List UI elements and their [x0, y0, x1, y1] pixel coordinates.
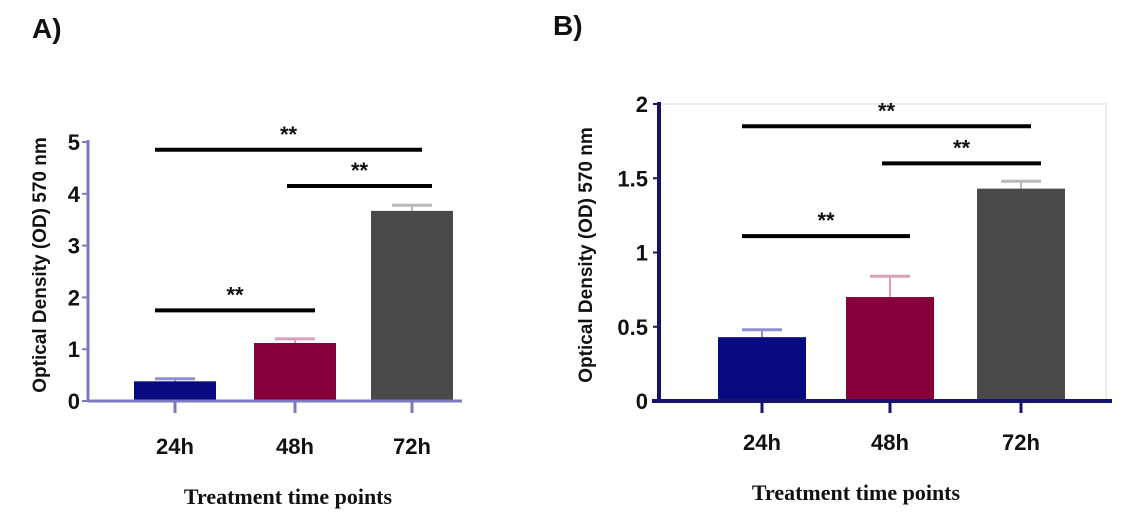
x-axis-label-a: Treatment time points	[184, 484, 393, 509]
x-tick-label-b: 72h	[1002, 430, 1040, 455]
y-tick-label-a: 1	[68, 337, 80, 362]
significance-label: **	[953, 135, 971, 160]
bar-72h	[371, 210, 453, 401]
panel-label-b: B)	[553, 10, 583, 41]
significance-label: **	[226, 282, 244, 307]
y-tick-label-b: 1.5	[617, 166, 648, 191]
x-tick-label-a: 72h	[393, 434, 431, 459]
bar-48h	[846, 297, 934, 401]
chart-panel-b: B) Optical Density (OD) 570 nm Treatment…	[553, 10, 1112, 505]
y-tick-label-b: 0	[636, 389, 648, 414]
y-tick-label-a: 0	[68, 389, 80, 414]
x-tick-label-b: 24h	[743, 430, 781, 455]
chart-panel-a: A) Optical Density (OD) 570 nm Treatment…	[30, 13, 462, 509]
significance-label: **	[817, 208, 835, 233]
significance-label: **	[280, 122, 298, 147]
panel-label-a: A)	[32, 13, 62, 44]
x-tick-label-b: 48h	[871, 430, 909, 455]
y-tick-label-a: 5	[68, 130, 80, 155]
y-axis-label-a: Optical Density (OD) 570 nm	[30, 137, 51, 393]
plot-area-a: 0 1 2 3 4 5 24h 48h 72h ** ** **	[68, 122, 462, 459]
bar-48h	[254, 342, 336, 401]
y-tick-label-a: 4	[68, 182, 81, 207]
y-tick-label-a: 2	[68, 285, 80, 310]
bar-24h	[134, 381, 216, 401]
y-tick-label-b: 1	[636, 241, 648, 266]
y-axis-label-b: Optical Density (OD) 570 nm	[576, 127, 597, 383]
y-tick-label-a: 3	[68, 234, 80, 259]
bar-24h	[718, 337, 806, 401]
significance-label: **	[878, 98, 896, 123]
bar-72h	[977, 188, 1065, 401]
x-tick-label-a: 48h	[276, 434, 314, 459]
plot-area-b: 0 0.5 1 1.5 2 24h 48h 72h ** ** **	[617, 92, 1112, 455]
y-tick-label-b: 2	[636, 92, 648, 117]
x-tick-label-a: 24h	[156, 434, 194, 459]
x-axis-label-b: Treatment time points	[752, 480, 961, 505]
significance-label: **	[351, 158, 369, 183]
y-tick-label-b: 0.5	[617, 315, 648, 340]
